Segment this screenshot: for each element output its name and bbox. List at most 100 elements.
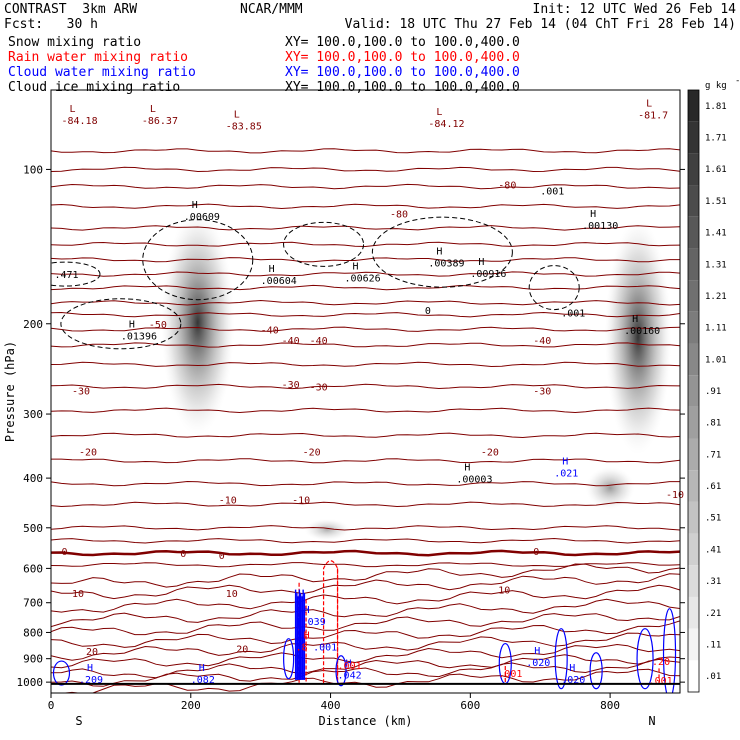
isotherm-line xyxy=(51,563,680,588)
cloud-water-contour xyxy=(554,628,568,690)
x-axis-title: Distance (km) xyxy=(319,714,413,728)
isotherm-line xyxy=(51,573,680,600)
cloud-ice-contour xyxy=(142,219,254,301)
contour-value: .001 xyxy=(561,308,585,319)
colorbar-label: 1.31 xyxy=(705,260,727,270)
isotherm-line xyxy=(51,549,680,557)
extremum-mark: H xyxy=(569,663,575,674)
isotherm-line xyxy=(51,271,680,277)
extremum-value: .00003 xyxy=(456,474,492,485)
cloud-ice-contour xyxy=(60,298,182,350)
colorbar-label: .01 xyxy=(705,672,721,682)
extremum-mark: H xyxy=(632,314,638,325)
extremum-value: .021 xyxy=(554,469,578,480)
temperature-label: 0 xyxy=(61,547,67,558)
contour-value: .001 xyxy=(338,661,362,672)
temperature-label: -20 xyxy=(303,448,321,459)
colorbar-label: .31 xyxy=(705,577,721,587)
colorbar-label: 1.11 xyxy=(705,324,727,334)
y-axis-title: Pressure (hPa) xyxy=(3,341,17,442)
cloud-ice-contour xyxy=(371,216,513,288)
x-tick-label: 0 xyxy=(48,699,55,712)
temperature-label: 20 xyxy=(236,645,248,656)
colorbar-swatch xyxy=(688,501,699,534)
extremum-value: .042 xyxy=(338,670,362,681)
isotherm-line xyxy=(51,257,680,263)
y-tick-label: 1000 xyxy=(17,676,44,689)
cloud-water-contour xyxy=(662,608,677,693)
colorbar-label: 1.81 xyxy=(705,102,727,112)
temperature-contours xyxy=(51,148,680,693)
extremum-mark: H xyxy=(590,209,596,220)
plot-frame xyxy=(50,89,681,694)
colorbar-swatch xyxy=(688,375,699,407)
colorbar-label: 1.51 xyxy=(705,197,727,207)
y-tick-label: 800 xyxy=(23,626,43,639)
colorbar-swatch xyxy=(688,311,699,344)
temperature-label: -80 xyxy=(498,180,516,191)
isotherm-line xyxy=(51,658,680,687)
colorbar-label: .11 xyxy=(705,640,721,650)
cloud-water-contour xyxy=(52,660,71,686)
cloud-water-contour xyxy=(636,628,654,690)
contour-labels: -50-80-80-40-40 -40 -40-30-30 -30 -30-20 -20-… xyxy=(54,98,684,687)
isotherm-line xyxy=(51,632,680,661)
temperature-label: -40 xyxy=(533,336,551,347)
snow-plume-3 xyxy=(304,518,350,541)
isotherm-line xyxy=(51,620,680,648)
y-tick-label: 600 xyxy=(23,562,43,575)
colorbar-swatch xyxy=(688,185,699,217)
extremum-value: 1.039 xyxy=(296,617,326,628)
extremum-value: .00626 xyxy=(345,273,381,284)
extremum-mark: L xyxy=(234,110,240,121)
isotherm-line xyxy=(51,537,680,544)
extremum-value: .082 xyxy=(191,675,215,686)
extremum-value: .00160 xyxy=(624,326,660,337)
temperature-label: -20 xyxy=(79,448,97,459)
isotherm-line xyxy=(51,501,680,508)
field-label-cloud-ice: Cloud ice mixing ratio xyxy=(8,80,181,95)
temperature-label: -30 xyxy=(310,382,328,393)
isotherm-line xyxy=(51,203,680,210)
temperature-label: 10 xyxy=(498,586,510,597)
temperature-label: -20 xyxy=(481,448,499,459)
isotherm-line xyxy=(51,525,680,531)
snow-plume-0 xyxy=(161,210,235,436)
extremum-mark: H xyxy=(436,247,442,258)
field-label-rain: Rain water mixing ratio xyxy=(8,50,189,65)
x-tick-label: 600 xyxy=(460,699,480,712)
colorbar-swatch xyxy=(688,248,699,281)
forecast-hour: Fcst: 30 h xyxy=(4,17,98,32)
cloud-ice-contour xyxy=(51,261,101,287)
y-tick-label: 500 xyxy=(23,522,43,535)
isotherm-line xyxy=(51,284,680,291)
extremum-value: -83.85 xyxy=(226,122,262,133)
y-tick-label: 700 xyxy=(23,597,43,610)
init-time: Init: 12 UTC Wed 26 Feb 14 xyxy=(532,2,737,17)
temperature-label: -80 xyxy=(390,210,408,221)
temperature-label: -40 xyxy=(282,336,300,347)
extremum-mark: H xyxy=(87,663,93,674)
extremum-mark: L xyxy=(150,104,156,115)
colorbar-swatch xyxy=(688,438,699,471)
colorbar-label: .71 xyxy=(705,450,721,460)
cloud-ice-contour xyxy=(528,265,580,311)
colorbar-swatch xyxy=(688,628,699,661)
isotherm-line xyxy=(51,148,680,154)
isotherm-line xyxy=(51,225,680,231)
extremum-value: .00130 xyxy=(582,221,618,232)
colorbar-swatch xyxy=(688,470,699,502)
isotherm-line xyxy=(51,643,680,669)
isotherm-line xyxy=(51,598,680,628)
temperature-label: -10 xyxy=(292,495,310,506)
isotherm-line xyxy=(51,432,680,439)
extremum-mark: H xyxy=(129,319,135,330)
contour-value: .001 xyxy=(498,669,522,680)
rain-contour xyxy=(322,560,339,684)
field-xy-cloud-water: XY= 100.0,100.0 to 100.0,400.0 xyxy=(285,65,520,80)
y-tick-label: 900 xyxy=(23,653,43,666)
colorbar-swatch xyxy=(688,280,699,312)
temperature-label: -30 xyxy=(533,387,551,398)
center-title: NCAR/MMM xyxy=(240,2,303,17)
